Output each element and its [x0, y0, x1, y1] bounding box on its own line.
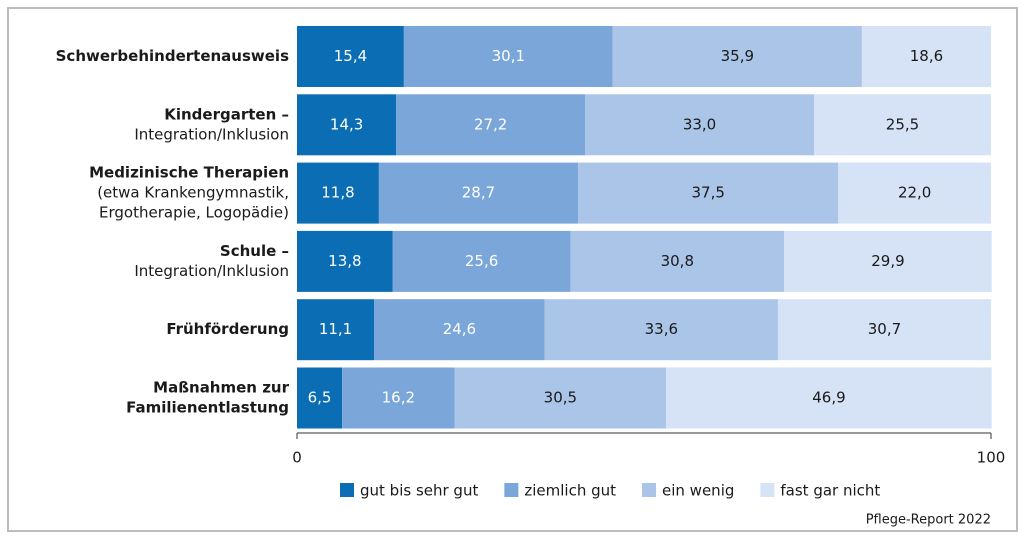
bar-segment	[544, 299, 778, 361]
value-label: 28,7	[462, 184, 495, 202]
category-label: Frühförderung	[166, 320, 289, 338]
category-label: Medizinische Therapien	[89, 164, 289, 182]
value-label: 46,9	[812, 389, 845, 407]
category-label: Familienentlastung	[126, 399, 289, 417]
category-label: Integration/Inklusion	[134, 125, 289, 143]
value-label: 35,9	[721, 47, 754, 65]
frame	[7, 7, 1018, 532]
value-label: 27,2	[474, 115, 507, 133]
category-label: Ergotherapie, Logopädie)	[99, 204, 289, 222]
bar-segment	[297, 230, 393, 292]
category-label: Schwerbehindertenausweis	[56, 47, 289, 65]
category-label: Schule –	[220, 242, 289, 260]
bar-segment	[374, 299, 545, 361]
category-label: Integration/Inklusion	[134, 262, 289, 280]
bar-segment	[612, 26, 862, 87]
legend-swatch	[340, 483, 354, 497]
legend-swatch	[504, 483, 519, 497]
bar-segment	[777, 299, 991, 361]
value-label: 30,7	[868, 320, 901, 338]
category-label: Maßnahmen zur	[153, 379, 289, 397]
value-label: 11,1	[319, 320, 352, 338]
bar-segment	[666, 367, 992, 429]
legend-swatch	[760, 483, 775, 497]
value-label: 15,4	[334, 47, 367, 65]
category-label: (etwa Krankengymnastik,	[97, 184, 289, 202]
value-label: 13,8	[328, 252, 361, 270]
bar-segment	[454, 367, 667, 429]
value-label: 30,1	[492, 47, 525, 65]
x-tick-label: 0	[292, 449, 302, 467]
bar-segment	[392, 230, 571, 292]
value-label: 30,8	[661, 252, 694, 270]
value-label: 33,0	[683, 115, 716, 133]
bar-segment	[297, 162, 379, 224]
value-label: 25,6	[465, 252, 498, 270]
value-label: 16,2	[382, 389, 415, 407]
bar-segment	[342, 367, 455, 429]
bar-segment	[297, 299, 375, 361]
legend-label: gut bis sehr gut	[360, 482, 478, 500]
value-label: 29,9	[871, 252, 904, 270]
value-label: 24,6	[443, 320, 476, 338]
bar-segment	[838, 162, 991, 224]
bar-segment	[585, 94, 815, 156]
value-label: 37,5	[691, 184, 724, 202]
bar-segment	[297, 94, 397, 156]
bar-segment	[814, 94, 991, 156]
value-label: 11,8	[321, 184, 354, 202]
legend-swatch	[642, 483, 657, 497]
bar-segment	[570, 230, 785, 292]
bar-segment	[297, 26, 404, 87]
value-label: 18,6	[910, 47, 943, 65]
value-label: 22,0	[898, 184, 931, 202]
value-label: 14,3	[330, 115, 363, 133]
bar-segment	[378, 162, 579, 224]
legend-label: ein wenig	[662, 482, 734, 500]
bar-segment	[784, 230, 992, 292]
value-label: 30,5	[544, 389, 577, 407]
bar-segment	[861, 26, 991, 87]
value-label: 33,6	[645, 320, 678, 338]
value-label: 6,5	[308, 389, 332, 407]
bar-segment	[578, 162, 839, 224]
bar-segment	[403, 26, 613, 87]
bar-segment	[297, 367, 343, 429]
source: Pflege-Report 2022	[866, 513, 991, 528]
x-tick-label: 100	[977, 449, 1006, 467]
category-label: Kindergarten –	[164, 105, 289, 123]
legend-label: fast gar nicht	[780, 482, 880, 500]
legend-label: ziemlich gut	[524, 482, 616, 500]
value-label: 25,5	[886, 115, 919, 133]
bar-segment	[396, 94, 586, 156]
